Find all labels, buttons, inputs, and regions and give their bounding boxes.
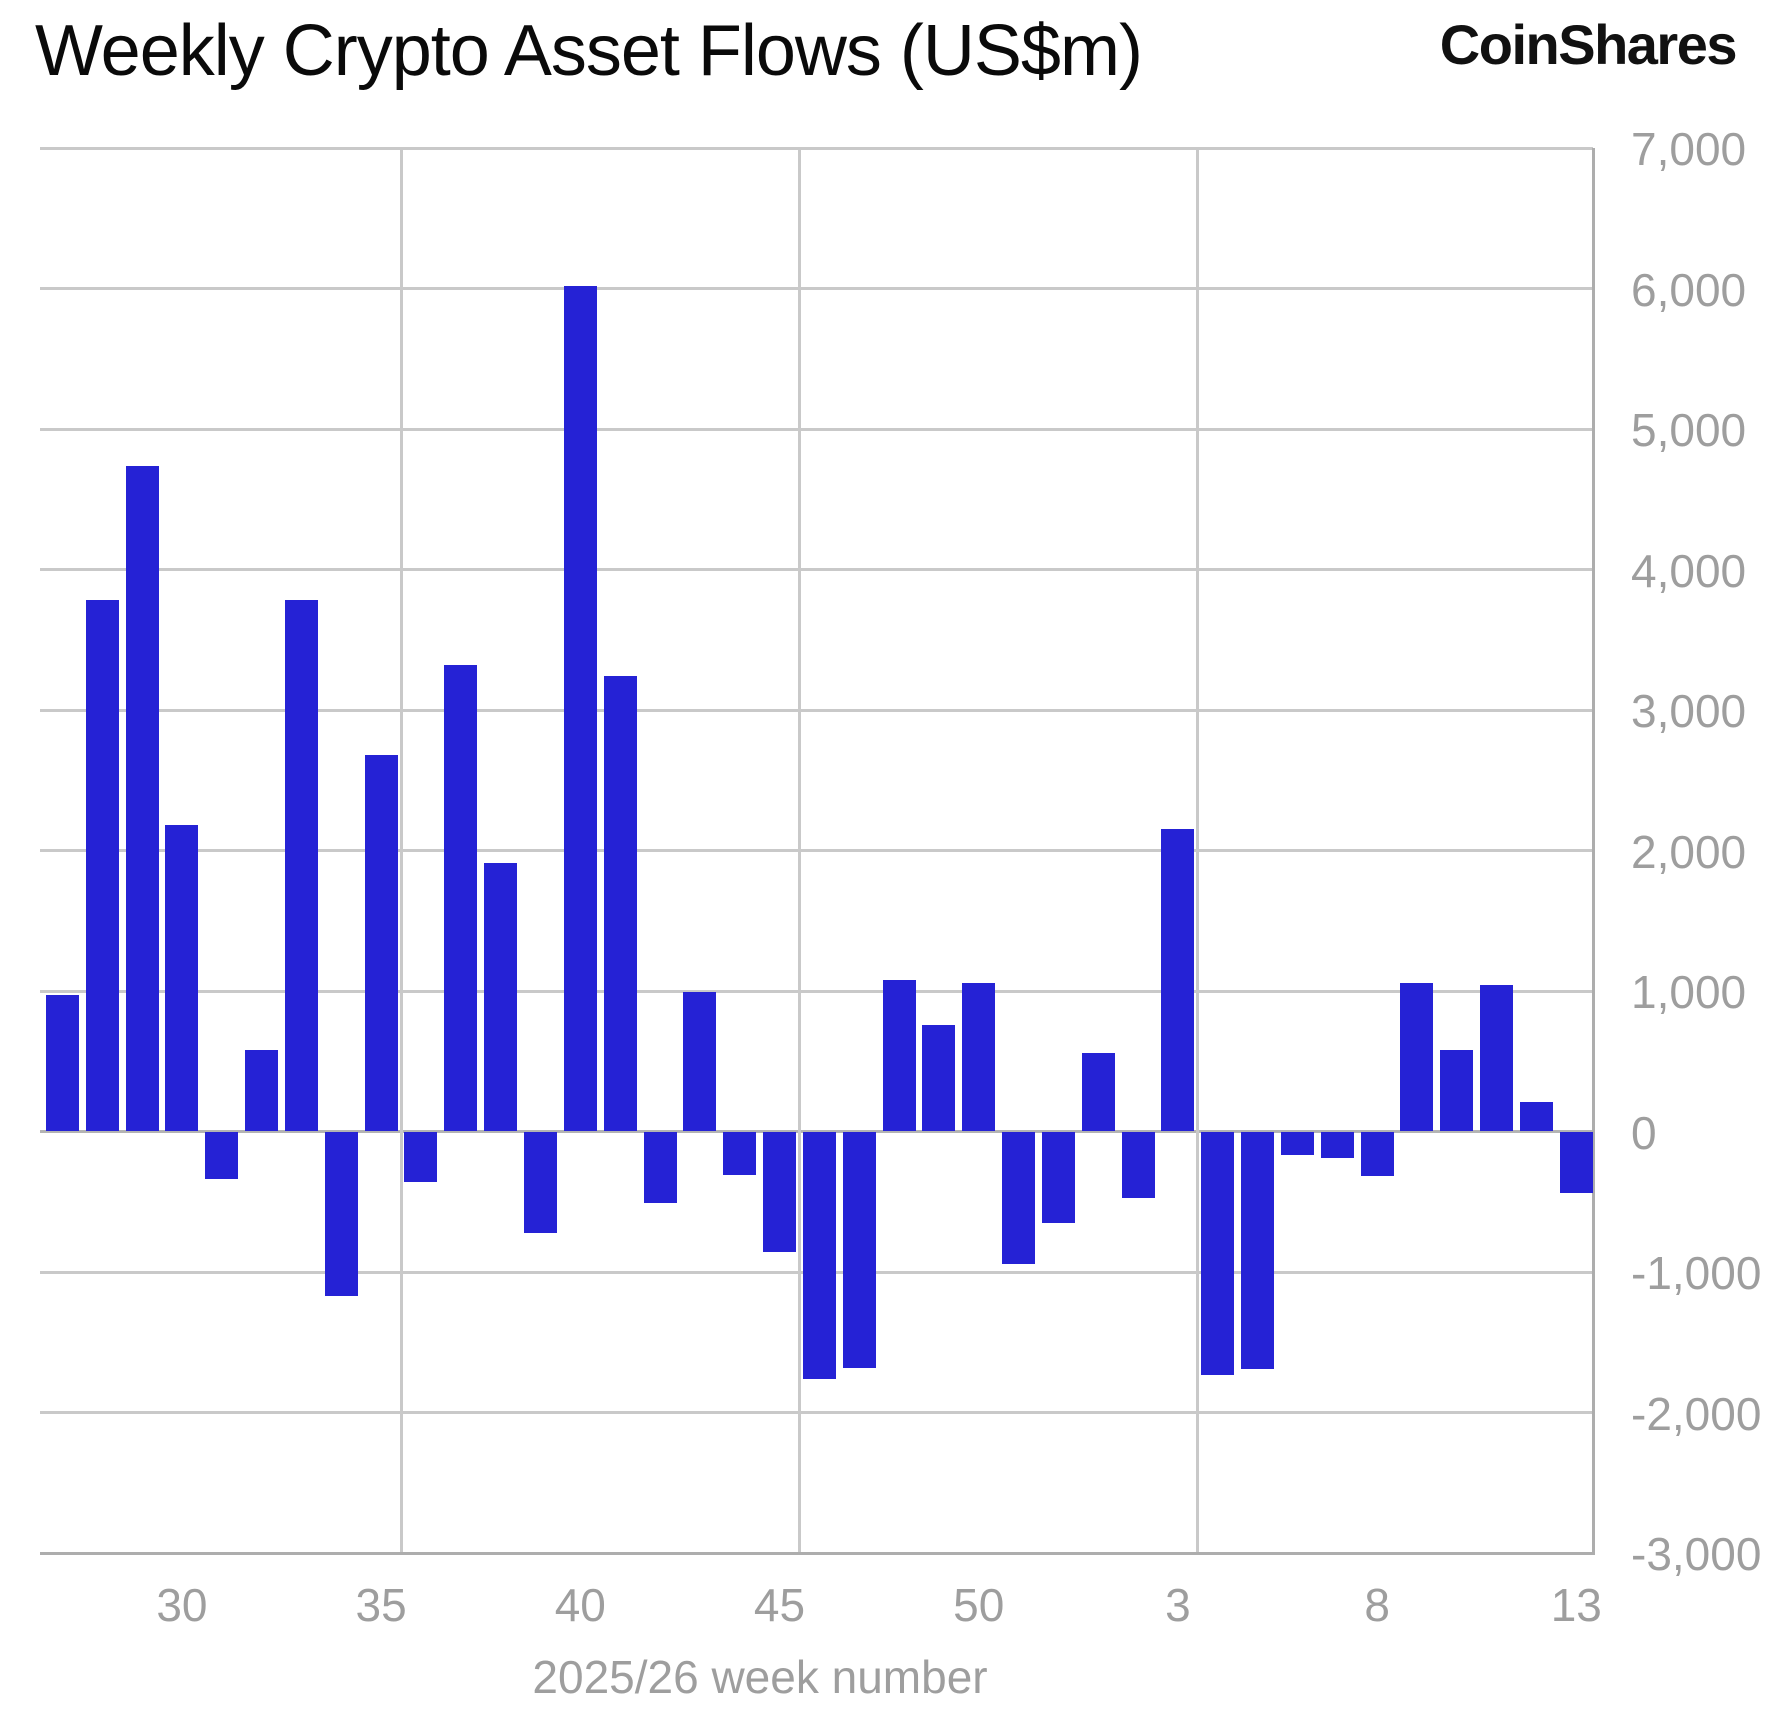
coinshares-logo: CoinShares: [1439, 13, 1738, 76]
plot-right-border: [1591, 148, 1595, 1555]
bar-week-10: [1440, 1050, 1474, 1132]
gridline-y-6000: [40, 287, 1593, 290]
bar-week-4: [1201, 1131, 1235, 1375]
bar-week-35: [364, 754, 398, 1132]
bar-week-28: [85, 600, 119, 1132]
plot-bottom-border: [40, 1551, 1593, 1555]
bar-week-43: [683, 992, 717, 1132]
bar-week-29: [125, 465, 159, 1132]
bar-week-32: [245, 1050, 279, 1132]
bar-week-30: [165, 825, 199, 1132]
bar-week-48: [882, 979, 916, 1132]
bar-week-38: [484, 863, 518, 1132]
gridline-x: [797, 148, 801, 1553]
y-tick-label: -2,000: [1631, 1387, 1762, 1440]
bar-week-50: [962, 982, 996, 1132]
x-tick-label: 40: [554, 1579, 606, 1631]
bar-week-47: [842, 1131, 876, 1368]
bar-week-39: [523, 1131, 557, 1233]
gridline-y--2000: [40, 1411, 1593, 1414]
bar-week-49: [922, 1024, 956, 1132]
y-tick-label: -1,000: [1631, 1247, 1762, 1299]
y-tick-label: 5,000: [1631, 404, 1747, 456]
bar-week-11: [1480, 985, 1514, 1132]
bar-week-2: [1121, 1131, 1155, 1198]
gridline-y-2000: [40, 849, 1593, 852]
bar-week-51: [1002, 1131, 1036, 1264]
bar-week-27: [45, 995, 79, 1132]
gridline-y-4000: [40, 568, 1593, 571]
y-tick-label: 0: [1631, 1106, 1657, 1159]
bar-week-36: [404, 1131, 438, 1183]
y-tick-label: 3,000: [1631, 685, 1747, 737]
bar-week-45: [763, 1131, 797, 1253]
x-tick-label: 13: [1550, 1579, 1602, 1631]
x-tick-label: 35: [355, 1579, 407, 1631]
bar-week-34: [324, 1131, 358, 1296]
bar-week-9: [1400, 982, 1434, 1132]
x-tick-label: 8: [1364, 1579, 1390, 1631]
bar-week-44: [723, 1131, 757, 1176]
bar-week-6: [1280, 1131, 1314, 1156]
bar-week-31: [205, 1131, 239, 1180]
y-tick-label: 1,000: [1631, 966, 1747, 1018]
y-tick-label: 4,000: [1631, 544, 1747, 597]
chart-title: Weekly Crypto Asset Flows (US$m): [35, 11, 1143, 91]
x-tick-label: 50: [953, 1579, 1005, 1631]
x-tick-label: 3: [1165, 1579, 1191, 1631]
bar-week-41: [603, 676, 637, 1132]
bar-week-13: [1559, 1131, 1593, 1194]
y-tick-label: 2,000: [1631, 825, 1747, 878]
x-axis-title: 2025/26 week number: [532, 1651, 988, 1703]
gridline-x: [1196, 148, 1200, 1553]
y-tick-label: 7,000: [1631, 123, 1747, 175]
bar-week-37: [444, 665, 478, 1132]
x-tick-label: 45: [753, 1579, 806, 1631]
x-tick-label: 30: [156, 1579, 208, 1631]
bar-week-52: [1041, 1131, 1075, 1223]
gridline-y-3000: [40, 708, 1593, 712]
y-tick-label: -3,000: [1631, 1528, 1762, 1580]
bar-week-33: [284, 600, 318, 1132]
gridline-y-7000: [40, 146, 1593, 150]
gridline-y-5000: [40, 427, 1593, 431]
gridline-x: [399, 148, 403, 1553]
bar-week-3: [1161, 829, 1195, 1132]
bar-week-12: [1519, 1101, 1553, 1132]
bar-week-40: [563, 285, 597, 1132]
y-tick-label: 6,000: [1631, 263, 1747, 316]
bar-week-42: [643, 1131, 677, 1204]
bar-week-46: [802, 1131, 836, 1379]
bar-week-7: [1320, 1131, 1354, 1159]
gridline-y-1000: [40, 989, 1593, 993]
bar-week-5: [1241, 1131, 1275, 1369]
bar-week-8: [1360, 1131, 1394, 1177]
bar-week-1: [1081, 1052, 1115, 1132]
